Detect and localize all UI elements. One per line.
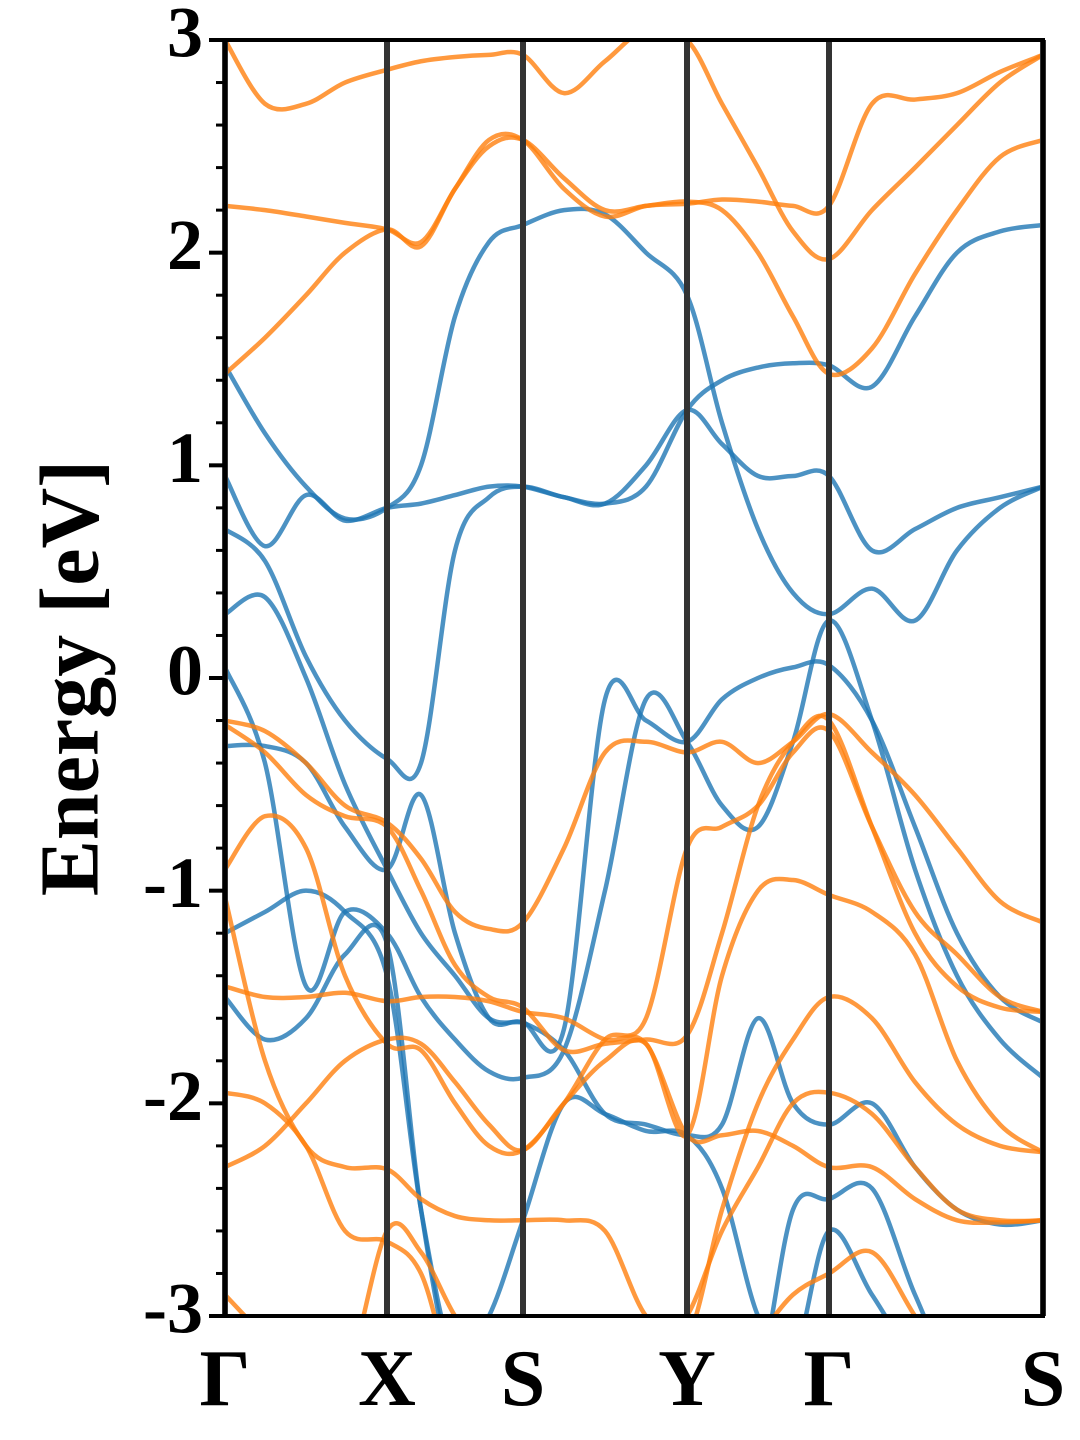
- band-line: [225, 52, 1043, 246]
- band-line: [225, 592, 1043, 1054]
- band-line: [225, 222, 1043, 549]
- band-line: [225, 1221, 918, 1316]
- x-tick-label: S: [501, 1335, 546, 1423]
- x-tick-label: X: [358, 1335, 416, 1423]
- y-axis-label: Energy [eV]: [23, 460, 116, 896]
- band-line: [225, 896, 1043, 1316]
- band-line: [225, 984, 1043, 1226]
- band-line: [225, 407, 1043, 782]
- band-line: [225, 618, 1043, 1082]
- band-line: [225, 922, 927, 1316]
- band-line: [225, 725, 1043, 1157]
- x-tick-label: S: [1021, 1335, 1066, 1423]
- band-line: [225, 876, 1043, 1170]
- band-line: [225, 206, 1043, 624]
- plot-area: [225, 40, 1043, 1316]
- x-tick-label: Γ: [804, 1335, 855, 1423]
- x-tick-label: Γ: [200, 1335, 251, 1423]
- y-tick-label: -3: [143, 1269, 203, 1349]
- band-line: [225, 713, 1043, 1055]
- band-line: [225, 40, 1043, 262]
- y-tick-label: 2: [167, 205, 203, 285]
- y-tick-label: -2: [143, 1056, 203, 1136]
- band-line: [225, 1089, 1043, 1316]
- band-line: [225, 711, 1043, 934]
- x-tick-label: Y: [658, 1335, 716, 1423]
- band-line: [225, 135, 1043, 378]
- y-tick-label: 1: [167, 418, 203, 498]
- y-tick-label: 0: [167, 631, 203, 711]
- y-tick-label: -1: [143, 843, 203, 923]
- y-tick-label: 3: [167, 0, 203, 73]
